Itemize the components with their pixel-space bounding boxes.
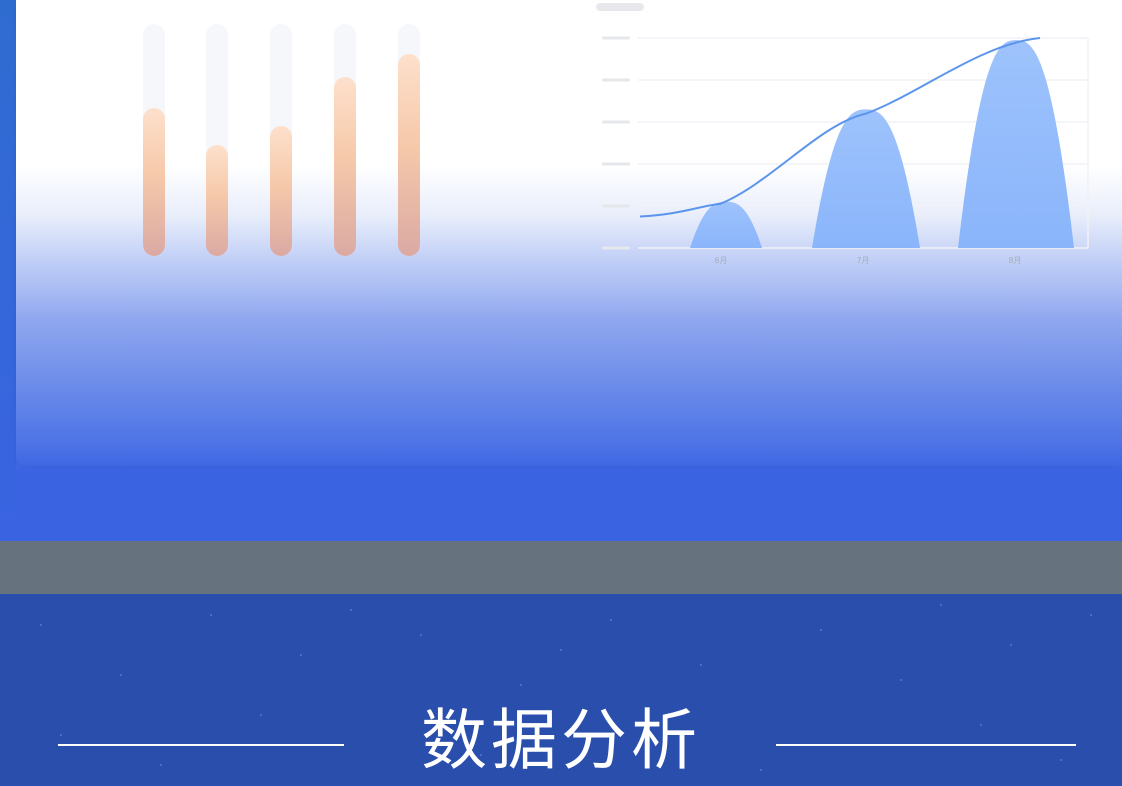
star-dot — [900, 679, 902, 681]
area-hump-6月 — [690, 201, 762, 248]
star-dot — [40, 624, 42, 626]
star-dot — [1010, 644, 1012, 646]
star-dot — [760, 769, 762, 771]
progress-bar-fill — [334, 77, 356, 256]
section-title: 数据分析 — [421, 702, 701, 779]
progress-bar-fill — [270, 126, 292, 256]
star-dot — [210, 614, 212, 616]
star-dot — [60, 734, 62, 736]
area-hump-8月 — [958, 40, 1074, 248]
title-rule-right — [776, 744, 1076, 746]
y-tick-placeholder — [602, 246, 630, 250]
y-tick-placeholder — [602, 120, 630, 124]
star-dot — [610, 619, 612, 621]
progress-bar-fill — [206, 145, 228, 256]
star-dot — [420, 634, 422, 636]
x-tick-label: 8月 — [1008, 256, 1022, 265]
title-rule-left — [58, 744, 344, 746]
star-dot — [1090, 614, 1092, 616]
star-dot — [940, 604, 942, 606]
dashboard-preview: 6月 7月 8月 — [0, 0, 1122, 541]
y-tick-placeholder — [602, 78, 630, 82]
section-banner: 数据分析 — [0, 594, 1122, 786]
y-tick-placeholder — [602, 36, 630, 40]
progress-bar-fill — [143, 108, 165, 256]
sidebar-edge — [0, 0, 16, 541]
monthly-area-chart: 6月 7月 8月 — [590, 0, 1100, 275]
star-dot — [300, 654, 302, 656]
star-dot — [520, 684, 522, 686]
progress-bar-fill — [398, 54, 420, 256]
star-dot — [480, 754, 482, 756]
star-dot — [700, 664, 702, 666]
star-dot — [160, 764, 162, 766]
progress-bar-track — [398, 24, 420, 256]
star-dot — [640, 724, 642, 726]
area-hump-7月 — [812, 109, 920, 249]
star-dot — [980, 724, 982, 726]
x-tick-label: 6月 — [714, 256, 728, 265]
progress-bar-track — [206, 24, 228, 256]
progress-bar-track — [270, 24, 292, 256]
x-tick-label: 7月 — [856, 256, 870, 265]
trend-line — [639, 37, 1041, 218]
star-dot — [820, 629, 822, 631]
y-tick-placeholder — [602, 162, 630, 166]
y-tick-placeholder — [602, 204, 630, 208]
progress-bar-track — [143, 24, 165, 256]
star-dot — [1060, 759, 1062, 761]
star-dot — [260, 714, 262, 716]
star-dot — [120, 674, 122, 676]
progress-bar-track — [334, 24, 356, 256]
progress-bar-chart — [140, 24, 430, 260]
star-dot — [560, 649, 562, 651]
star-dot — [350, 609, 352, 611]
area-chart-canvas — [602, 36, 1089, 250]
section-divider — [0, 541, 1122, 594]
legend-placeholder — [596, 3, 644, 11]
